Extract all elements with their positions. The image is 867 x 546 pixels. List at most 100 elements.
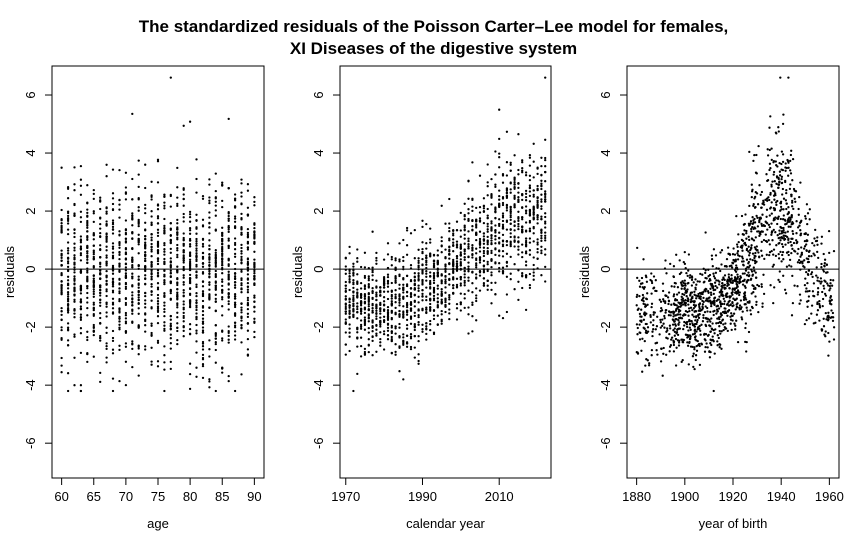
panel-3-point [753, 197, 756, 200]
panel-2-point [544, 220, 547, 223]
panel-3-point [743, 284, 747, 288]
panel-2-point [352, 310, 355, 313]
panel-1-point [214, 274, 217, 278]
panel-1-point [156, 286, 160, 289]
panel-3-point [697, 343, 700, 347]
panel-1-point [169, 318, 172, 321]
panel-1-point [227, 277, 230, 281]
panel-3-point [687, 329, 690, 332]
panel-3-point [816, 291, 820, 294]
panel-3-point [638, 323, 641, 326]
panel-2-point [505, 261, 509, 264]
panel-1-point [150, 248, 153, 251]
panel-2-point [459, 267, 462, 271]
panel-1-point [195, 312, 198, 315]
panel-3-point [753, 153, 756, 157]
panel-1-point [195, 317, 198, 321]
panel-2-y-tick-label: 6 [311, 91, 326, 98]
panel-2-point [524, 174, 528, 177]
panel-1-point [233, 197, 237, 200]
panel-1-point [73, 275, 76, 278]
panel-2-point [494, 185, 497, 189]
panel-1-point [195, 258, 198, 261]
panel-2-point [386, 318, 390, 322]
panel-2-point [359, 300, 363, 304]
panel-1-point [188, 333, 192, 336]
panel-3-point [719, 251, 722, 254]
panel-3-point [716, 344, 719, 347]
panel-1-point [156, 339, 160, 343]
panel-1-point [144, 299, 147, 302]
panel-3-point [805, 243, 808, 246]
panel-2-point [544, 165, 547, 168]
panel-2-point [398, 313, 401, 316]
panel-2-point [356, 273, 359, 276]
panel-2-point [482, 238, 486, 241]
panel-3-point [829, 278, 832, 282]
panel-2-point [371, 339, 374, 343]
panel-1-point [201, 329, 205, 332]
panel-1-point [79, 308, 83, 311]
panel-2-point [486, 246, 489, 250]
panel-3-point [813, 237, 816, 240]
panel-3-point [650, 279, 653, 283]
panel-3-point [697, 316, 701, 320]
panel-3-point [803, 283, 807, 287]
panel-2-point [452, 229, 455, 233]
panel-1-point [163, 195, 166, 199]
panel-2-point [498, 156, 501, 159]
panel-1-point [131, 347, 134, 351]
panel-2-point [390, 264, 393, 267]
panel-2-point [367, 277, 370, 280]
panel-1-point [150, 285, 153, 288]
panel-1-point [227, 379, 230, 383]
panel-3-point [681, 338, 684, 341]
panel-3-point [778, 229, 781, 232]
panel-3-point [679, 305, 682, 308]
panel-3-point [782, 231, 785, 234]
panel-3-point [806, 233, 810, 236]
panel-1-point [66, 228, 70, 231]
panel-1-point [233, 334, 237, 337]
panel-3-point [754, 191, 757, 194]
panel-2-point [352, 262, 355, 265]
panel-1-point [163, 217, 166, 221]
panel-3-point [760, 190, 764, 194]
panel-3-point [791, 157, 795, 161]
panel-2-point [467, 217, 470, 221]
panel-1-point [150, 271, 153, 275]
panel-1-point [99, 244, 102, 247]
panel-1-point [163, 324, 166, 327]
panel-3-point [645, 312, 648, 315]
panel-2-point [478, 270, 482, 273]
panel-1-point [188, 210, 192, 214]
panel-2-point [494, 261, 497, 264]
panel-2-point [486, 284, 489, 287]
panel-2-point [432, 262, 436, 265]
panel-1-point [105, 315, 108, 318]
panel-1-point [79, 318, 83, 322]
panel-2-point [409, 279, 413, 283]
panel-1-point [188, 239, 192, 242]
panel-3-point [644, 364, 647, 367]
panel-3-point [663, 267, 667, 270]
panel-1-point [221, 264, 224, 267]
panel-2-point [352, 313, 355, 317]
panel-1-point [118, 230, 121, 233]
panel-2-point [375, 317, 378, 321]
panel-1-point [111, 242, 115, 245]
panel-3-point [669, 314, 672, 317]
panel-3-point [733, 288, 736, 291]
panel-3-point [702, 314, 705, 317]
panel-1-point [201, 237, 205, 241]
panel-3-point [778, 180, 781, 183]
panel-1-point [233, 252, 237, 256]
panel-1-point [176, 287, 179, 291]
panel-2-point [482, 252, 486, 255]
panel-3-point [672, 329, 675, 332]
panel-2-point [394, 268, 397, 271]
panel-1-point [111, 272, 115, 275]
panel-2-point [352, 298, 355, 301]
panel-1-point [66, 326, 70, 329]
panel-3-point [778, 161, 781, 165]
